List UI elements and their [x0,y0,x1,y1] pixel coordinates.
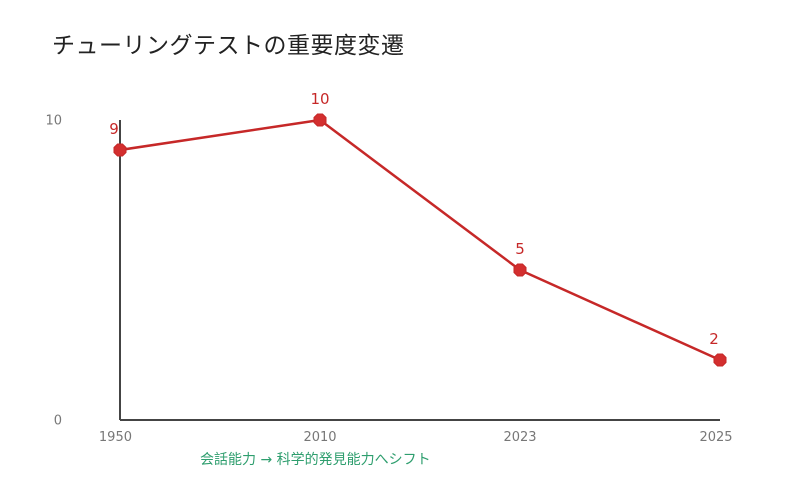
x-tick-label: 1950 [99,430,132,445]
y-tick-label: 0 [54,414,62,429]
data-point-marker [313,113,327,127]
data-labels: 9 10 5 2 [109,90,719,348]
y-tick-labels: 0 10 [45,114,62,429]
shift-annotation: 会話能力 → 科学的発見能力へシフト [200,452,431,468]
data-label: 5 [515,240,525,258]
y-tick-label: 10 [45,114,62,129]
data-label: 10 [310,90,329,108]
x-tick-label: 2025 [699,430,732,445]
x-tick-label: 2010 [303,430,336,445]
data-markers [113,113,727,367]
data-point-marker [713,353,727,367]
series-line-segment [518,268,722,362]
series-line-segment [118,118,322,152]
data-label: 2 [709,330,719,348]
data-point-marker [113,143,127,157]
chart-title: チューリングテストの重要度変遷 [52,33,405,59]
data-point-marker [513,263,527,277]
x-tick-label: 2023 [503,430,536,445]
series-lines [118,118,722,362]
data-label: 9 [109,120,119,138]
x-tick-labels: 1950 2010 2023 2025 [99,430,733,445]
series-line-segment [318,118,522,272]
